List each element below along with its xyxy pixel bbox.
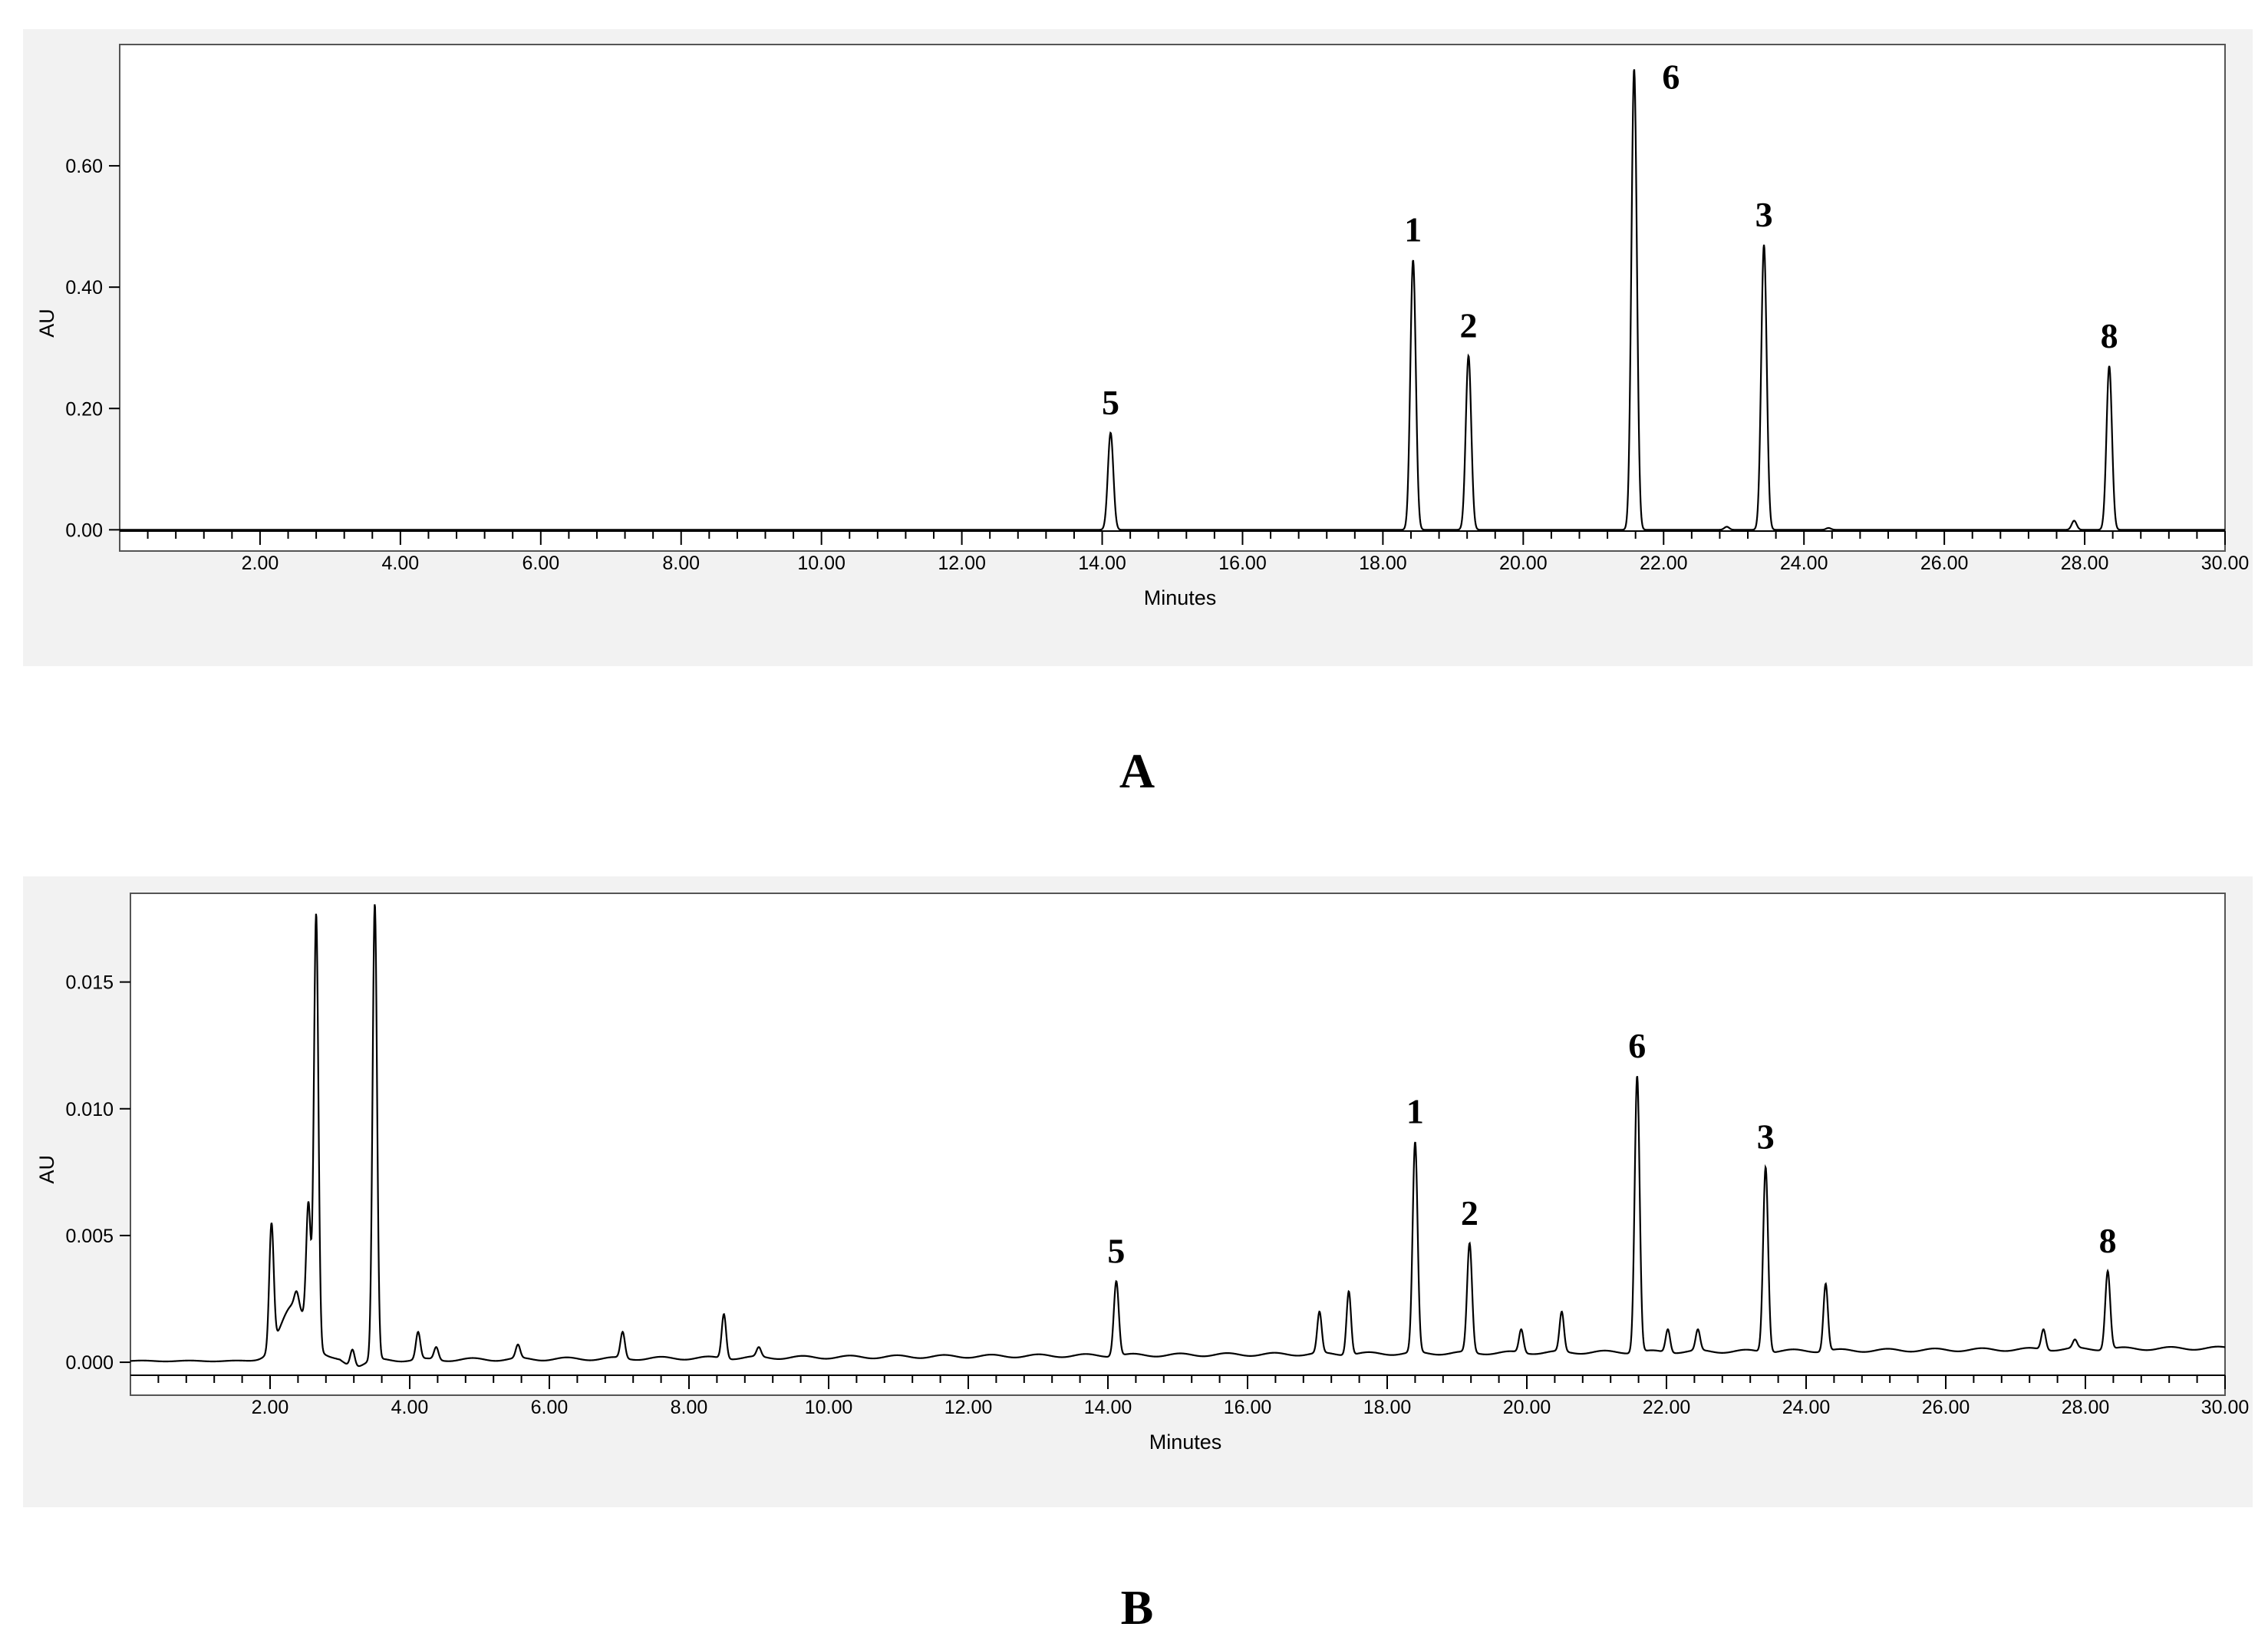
x-tick-label: 14.00 [1078,553,1126,574]
chromatogram-panel-a: 2.00 4.00 6.00 8.00 10.00 12.00 14.00 16.00 18.0… [23,29,2253,666]
y-tick-label: 0.40 [65,277,103,299]
peak-label-3: 3 [1755,195,1773,234]
chromatogram-panel-b: 2.00 4.00 6.00 8.00 10.00 12.00 14.00 16.00 18.0… [23,876,2253,1507]
x-tick-label: 20.00 [1503,1397,1551,1418]
chromatogram-trace [130,904,2226,1368]
peak-label-8: 8 [2099,1221,2117,1260]
x-tick-label: 12.00 [944,1397,993,1418]
x-tick-label: 2.00 [242,553,279,574]
x-tick-label: 22.00 [1643,1397,1691,1418]
x-tick-label: 20.00 [1499,553,1548,574]
x-tick-label: 6.00 [531,1397,569,1418]
x-tick-label: 26.00 [1922,1397,1970,1418]
x-tick-label: 22.00 [1640,553,1688,574]
x-tick-label: 16.00 [1218,553,1267,574]
plot-frame [130,893,2226,1396]
y-tick-label: 0.00 [65,520,103,541]
x-tick-label: 12.00 [938,553,986,574]
peak-label-6: 6 [1628,1026,1646,1065]
y-tick-label: 0.20 [65,398,103,420]
x-tick-label: 24.00 [1780,553,1828,574]
chromatogram-b-plot: 2.00 4.00 6.00 8.00 10.00 12.00 14.00 16.00 18.0… [35,893,2250,1454]
plot-frame [119,44,2226,552]
x-tick-label: 8.00 [662,553,700,574]
panel-caption-b: B [1120,1580,1154,1635]
x-tick-label: 18.00 [1359,553,1407,574]
panel-caption-a: A [1119,744,1155,798]
peak-label-8: 8 [2101,316,2118,355]
x-tick-label: 14.00 [1084,1397,1132,1418]
y-tick-label: 0.010 [65,1099,114,1120]
x-tick-label: 4.00 [391,1397,429,1418]
x-tick-label: 6.00 [522,553,559,574]
x-tick-label: 30.00 [2201,553,2250,574]
y-tick-label: 0.015 [65,972,114,994]
x-tick-label: 26.00 [1920,553,1969,574]
x-tick-label: 16.00 [1224,1397,1272,1418]
chromatogram-a-plot: 2.00 4.00 6.00 8.00 10.00 12.00 14.00 16.00 18.0… [35,44,2250,609]
x-axis-title: Minutes [1144,586,1217,609]
peak-label-2: 2 [1461,1193,1478,1233]
x-tick-label: 30.00 [2201,1397,2250,1418]
x-axis-title: Minutes [1149,1431,1222,1454]
x-tick-label: 2.00 [252,1397,289,1418]
peak-label-1: 1 [1404,210,1422,249]
x-tick-label: 18.00 [1363,1397,1412,1418]
peak-label-2: 2 [1459,305,1477,345]
x-tick-label: 10.00 [805,1397,853,1418]
x-tick-label: 28.00 [2062,1397,2110,1418]
chromatogram-trace [120,69,2225,531]
y-axis-title: AU [35,1155,58,1184]
y-tick-label: 0.005 [65,1226,114,1247]
x-tick-label: 8.00 [671,1397,708,1418]
y-tick-label: 0.60 [65,156,103,177]
y-tick-label: 0.000 [65,1352,114,1374]
peak-label-6: 6 [1662,58,1680,97]
x-tick-label: 24.00 [1782,1397,1831,1418]
x-tick-label: 10.00 [797,553,846,574]
peak-label-5: 5 [1107,1231,1125,1270]
peak-label-1: 1 [1406,1092,1424,1131]
x-tick-label: 4.00 [382,553,420,574]
peak-label-5: 5 [1102,383,1119,422]
peak-label-3: 3 [1757,1117,1775,1157]
x-tick-label: 28.00 [2061,553,2109,574]
y-axis-title: AU [35,309,58,338]
